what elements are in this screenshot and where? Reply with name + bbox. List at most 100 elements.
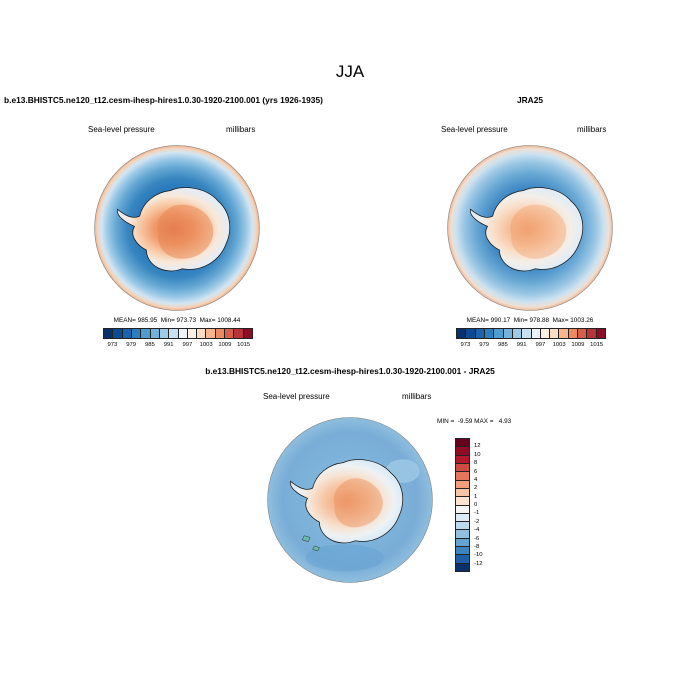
colorbar-tick-label: -2	[474, 518, 480, 525]
colorbar-tick-label: 973	[460, 342, 471, 348]
diff-field-label: Sea-level pressure	[263, 392, 330, 401]
colorbar-cell	[539, 329, 550, 338]
colorbar-cell	[456, 504, 469, 513]
colorbar-cell	[149, 329, 159, 338]
colorbar-cell	[186, 329, 197, 338]
colorbar-tick-label: 985	[497, 342, 508, 348]
colorbar-tick-label: 8	[474, 460, 478, 467]
colorbar-tick-label: 0	[474, 502, 478, 508]
colorbar-cell	[456, 529, 469, 538]
colorbar-cell	[456, 512, 469, 522]
colorbar-tick-label: 1003	[199, 342, 213, 348]
obs-polar-map-svg	[447, 145, 613, 311]
colorbar-cell	[121, 329, 131, 338]
colorbar-cell	[214, 329, 225, 338]
colorbar-cell	[577, 329, 587, 338]
diff-units-label: millibars	[402, 392, 432, 401]
colorbar-tick-label: 2	[474, 485, 478, 492]
colorbar-cell	[456, 546, 469, 555]
colorbar-tick-label: -4	[474, 527, 480, 534]
colorbar-cell	[521, 329, 531, 338]
antarctica-coastline	[290, 459, 404, 544]
colorbar-cell	[196, 329, 206, 338]
colorbar-cell	[530, 329, 540, 338]
colorbar-cell	[595, 329, 605, 338]
interior-high-pressure-patch	[157, 204, 214, 259]
colorbar-cells	[456, 328, 606, 339]
colorbar-tick-label: 1015	[237, 342, 251, 348]
colorbar-cell	[586, 329, 596, 338]
colorbar-cell	[502, 329, 512, 338]
colorbar-tick-label: 1	[474, 493, 478, 500]
model-polar-map	[92, 143, 262, 313]
obs-panel-title: JRA25	[516, 95, 544, 105]
colorbar-tick-label: 6	[474, 468, 478, 475]
colorbar-cell	[567, 329, 578, 338]
colorbar-cell	[456, 462, 469, 472]
colorbar-tick-label: -8	[474, 543, 480, 550]
colorbar-tick-label: -6	[474, 535, 480, 542]
colorbar-tick-label: 979	[126, 342, 137, 348]
colorbar-tick-label: 1015	[590, 342, 604, 348]
colorbar-cell	[168, 329, 178, 338]
colorbar-tick-label: -10	[474, 552, 483, 559]
colorbar-cell	[456, 446, 469, 455]
colorbar-tick-label: -12	[474, 560, 483, 567]
colorbar-cell	[242, 329, 252, 338]
diff-colorbar: 12 10 8 6 4 2 1 0 -1 -2 -4 -6 -8 -10 -12	[455, 438, 483, 572]
colorbar-tick-label: 1009	[571, 342, 585, 348]
interior-difference-streak	[333, 478, 383, 528]
colorbar-cell	[224, 329, 234, 338]
colorbar-tick-label: 997	[182, 342, 193, 348]
colorbar-tick-label: 991	[163, 342, 174, 348]
colorbar-tick-label: 10	[474, 451, 481, 458]
colorbar-cell	[456, 496, 469, 505]
colorbar-ticks: 12 10 8 6 4 2 1 0 -1 -2 -4 -6 -8 -10 -12	[470, 438, 488, 572]
colorbar-tick-label: 4	[474, 476, 478, 483]
colorbar-tick-label: 985	[144, 342, 155, 348]
colorbar-cell	[558, 329, 568, 338]
colorbar-cell	[456, 537, 469, 547]
colorbar-cell	[233, 329, 243, 338]
colorbar-tick-label: 1009	[218, 342, 232, 348]
colorbar-cell	[511, 329, 522, 338]
colorbar-cell	[456, 487, 469, 497]
colorbar-cell	[457, 329, 466, 338]
diff-stats: MIN = -9.59 MAX = 4.93	[437, 418, 512, 425]
colorbar-ticks: 973 979 985 991 997 1003 1009 1015	[456, 339, 606, 349]
colorbar-cells	[103, 328, 253, 339]
small-island	[312, 545, 320, 552]
colorbar-cell	[140, 329, 150, 338]
colorbar-cell	[456, 521, 469, 530]
colorbar-tick-label: 991	[516, 342, 527, 348]
colorbar-cell	[104, 329, 113, 338]
colorbar-cell	[493, 329, 503, 338]
obs-polar-map	[445, 143, 615, 313]
colorbar-ticks: 973 979 985 991 997 1003 1009 1015	[103, 339, 253, 349]
colorbar-cell	[474, 329, 484, 338]
colorbar-cells	[455, 438, 470, 572]
colorbar-cell	[549, 329, 559, 338]
colorbar-cell	[456, 471, 469, 480]
model-colorbar: 973 979 985 991 997 1003 1009 1015	[103, 328, 253, 348]
colorbar-tick-label: 997	[535, 342, 546, 348]
model-field-label: Sea-level pressure	[88, 125, 155, 134]
colorbar-cell	[112, 329, 122, 338]
model-polar-map-svg	[94, 145, 260, 311]
colorbar-tick-label: 1003	[552, 342, 566, 348]
antarctica-coastline	[470, 187, 584, 272]
model-units-label: millibars	[226, 125, 256, 134]
colorbar-cell	[456, 554, 469, 563]
diff-panel-title: b.e13.BHISTC5.ne120_t12.cesm-ihesp-hires…	[205, 366, 495, 376]
small-island	[302, 535, 311, 542]
obs-units-label: millibars	[577, 125, 607, 134]
colorbar-cell	[158, 329, 169, 338]
colorbar-cell	[177, 329, 187, 338]
diff-polar-map-svg	[267, 417, 433, 583]
obs-stats: MEAN= 990.17 Min= 978.88 Max= 1003.26	[466, 317, 594, 324]
colorbar-tick-label: -1	[474, 510, 480, 517]
obs-field-label: Sea-level pressure	[441, 125, 508, 134]
colorbar-cell	[130, 329, 141, 338]
obs-colorbar: 973 979 985 991 997 1003 1009 1015	[456, 328, 606, 348]
